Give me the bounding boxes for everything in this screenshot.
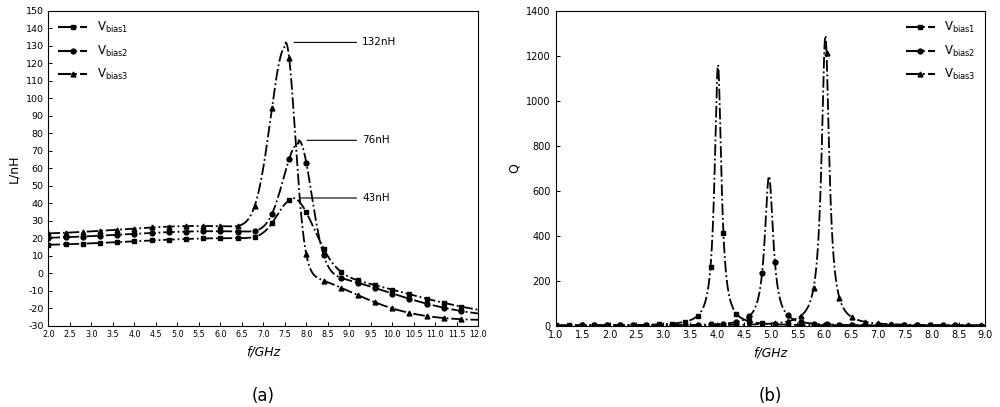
Text: 76nH: 76nH (307, 135, 390, 145)
Y-axis label: Q: Q (508, 163, 521, 173)
X-axis label: f/GHz: f/GHz (246, 345, 280, 358)
Text: (b): (b) (759, 387, 782, 405)
X-axis label: f/GHz: f/GHz (754, 346, 788, 359)
Legend: V$_\mathregular{bias1}$, V$_\mathregular{bias2}$, V$_\mathregular{bias3}$: V$_\mathregular{bias1}$, V$_\mathregular… (54, 17, 132, 86)
Text: 43nH: 43nH (300, 193, 390, 203)
Y-axis label: L/nH: L/nH (7, 154, 20, 182)
Legend: V$_\mathregular{bias1}$, V$_\mathregular{bias2}$, V$_\mathregular{bias3}$: V$_\mathregular{bias1}$, V$_\mathregular… (902, 17, 980, 86)
Text: (a): (a) (252, 387, 275, 405)
Text: 132nH: 132nH (294, 37, 396, 47)
